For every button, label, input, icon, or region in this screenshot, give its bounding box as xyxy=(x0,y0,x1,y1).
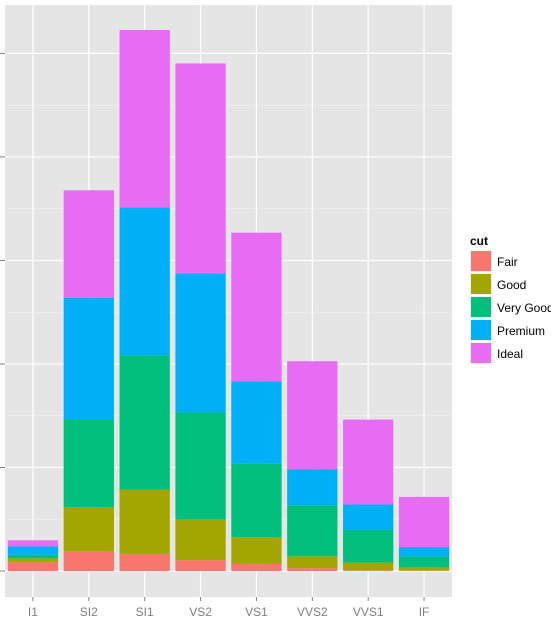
bar-vvs1-good xyxy=(343,562,394,571)
legend-key-very-good xyxy=(471,297,491,317)
bar-vvs1-very-good xyxy=(343,529,394,563)
bar-si2-premium xyxy=(63,297,114,420)
bar-i1-premium xyxy=(7,546,59,555)
bar-i1-ideal xyxy=(7,540,59,547)
bar-si2-very-good xyxy=(63,419,114,507)
bar-i1-very-good xyxy=(7,554,59,559)
legend-label: Good xyxy=(497,278,526,292)
bar-vs1-very-good xyxy=(231,463,282,538)
legend-label: Ideal xyxy=(497,347,523,361)
bar-vvs2-premium xyxy=(287,469,338,506)
legend-title: cut xyxy=(470,234,488,248)
axes: I1 SI2 SI1 VS2 VS1 VVS2 VVS1 IF xyxy=(0,52,430,619)
bar-if-good xyxy=(398,567,450,571)
x-tick-label: IF xyxy=(419,605,430,619)
legend-label: Premium xyxy=(497,324,545,338)
bar-vs1-premium xyxy=(231,381,282,464)
legend-key-premium xyxy=(471,320,491,340)
bar-si2-good xyxy=(63,506,114,552)
bar-vs2-ideal xyxy=(175,63,226,274)
legend-key-good xyxy=(471,274,491,294)
bars xyxy=(7,30,450,571)
legend-key-fair xyxy=(471,251,491,271)
bar-si2-ideal xyxy=(63,190,114,298)
x-tick-label: VS1 xyxy=(245,605,268,619)
bar-vvs1-fair xyxy=(343,570,394,571)
bar-si1-ideal xyxy=(119,30,170,208)
x-tick-label: VS2 xyxy=(189,605,212,619)
x-tick-label: SI1 xyxy=(136,605,154,619)
bar-vvs2-ideal xyxy=(287,361,338,470)
bar-si1-premium xyxy=(119,207,170,356)
bar-vs2-good xyxy=(175,519,226,561)
legend: cut Fair Good Very Good Premium Ideal xyxy=(470,234,551,364)
bar-i1-fair xyxy=(7,562,59,571)
bar-vs2-very-good xyxy=(175,412,226,520)
legend-key-ideal xyxy=(471,343,491,363)
legend-label: Fair xyxy=(497,255,518,269)
bar-if-very-good xyxy=(398,556,450,568)
bar-vs1-fair xyxy=(231,563,282,571)
bar-si1-good xyxy=(119,489,170,555)
bar-vs1-ideal xyxy=(231,232,282,382)
bar-vs1-good xyxy=(231,537,282,564)
bar-vvs2-fair xyxy=(287,568,338,571)
x-tick-label: VVS2 xyxy=(297,605,328,619)
bar-if-ideal xyxy=(398,496,450,548)
bar-si1-very-good xyxy=(119,355,170,490)
bar-vvs1-ideal xyxy=(343,419,394,505)
bar-vvs2-very-good xyxy=(287,505,338,557)
bar-vs2-fair xyxy=(175,560,226,571)
x-tick-label: SI2 xyxy=(80,605,98,619)
bar-si1-fair xyxy=(119,554,170,571)
bar-vs2-premium xyxy=(175,273,226,413)
bar-vvs1-premium xyxy=(343,504,394,530)
bar-i1-good xyxy=(7,558,59,563)
legend-label: Very Good xyxy=(497,301,551,315)
bar-if-premium xyxy=(398,547,450,557)
bar-vvs2-good xyxy=(287,556,338,569)
x-tick-label: VVS1 xyxy=(353,605,384,619)
x-tick-label: I1 xyxy=(28,605,38,619)
bar-si2-fair xyxy=(63,551,114,571)
